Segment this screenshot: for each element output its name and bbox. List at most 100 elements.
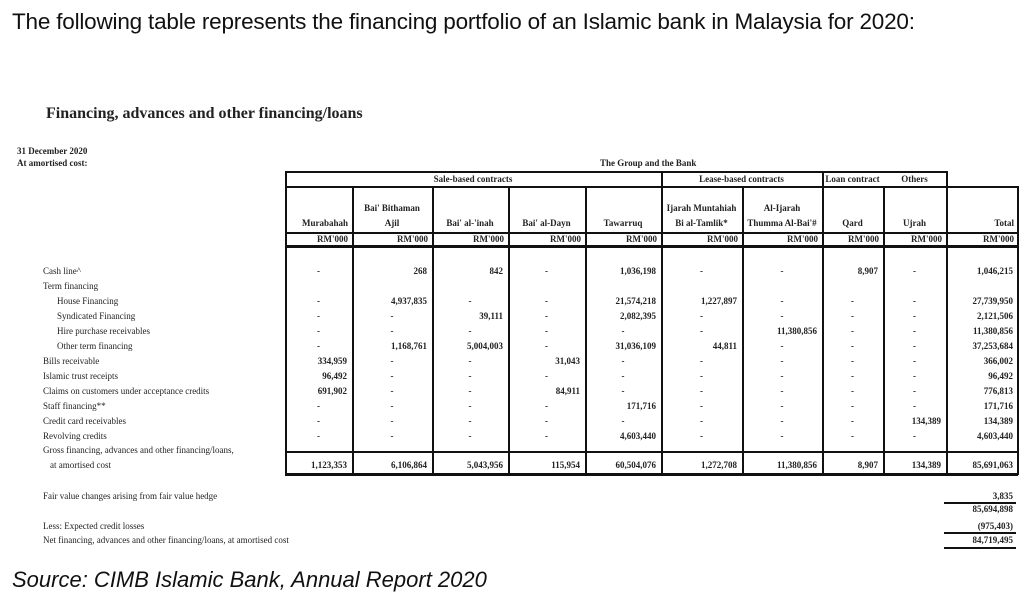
table-cell: - <box>780 431 784 441</box>
gross-total-cell: 85,691,063 <box>972 460 1014 470</box>
column-header-line1: Al-Ijarah <box>763 203 801 213</box>
column-header: Qard <box>842 218 863 228</box>
table-cell: - <box>545 401 548 411</box>
table-cell: - <box>317 326 320 336</box>
gross-total-cell: 1,123,353 <box>311 460 347 470</box>
gross-total-cell: 1,272,708 <box>701 460 737 470</box>
column-header: Thumma Al-Bai'# <box>747 218 817 228</box>
table-cell: - <box>317 341 320 351</box>
table-cell: - <box>621 386 625 396</box>
table-cell: - <box>317 431 320 441</box>
row-label: House Financing <box>57 296 119 306</box>
table-cell: - <box>545 311 548 321</box>
row-label: Revolving credits <box>43 431 107 441</box>
table-cell: - <box>913 431 916 441</box>
table-cell: - <box>851 371 854 381</box>
table-cell: - <box>317 311 320 321</box>
table-cell: 31,036,109 <box>615 341 657 351</box>
summary-value: 85,694,898 <box>972 504 1014 514</box>
intro-text: The following table represents the finan… <box>12 9 915 34</box>
table-cell: - <box>913 371 916 381</box>
column-header-line1: Bai' Bithaman <box>364 203 420 213</box>
table-cell: - <box>390 311 394 321</box>
table-cell: - <box>780 296 784 306</box>
column-unit: RM'000 <box>983 234 1014 244</box>
column-header: Ajil <box>384 218 400 228</box>
table-cell: - <box>468 386 472 396</box>
table-cell: - <box>700 266 703 276</box>
table-cell: - <box>913 341 916 351</box>
gross-total-cell: 115,954 <box>551 460 580 470</box>
table-cell: - <box>317 266 320 276</box>
table-cell: - <box>700 326 703 336</box>
table-cell: - <box>621 371 625 381</box>
table-cell: 2,121,506 <box>977 311 1013 321</box>
table-cell: - <box>851 431 854 441</box>
table-cell: - <box>700 401 703 411</box>
table-cell: - <box>913 326 916 336</box>
table-cell: - <box>700 371 703 381</box>
table-cell: - <box>390 356 394 366</box>
row-label: Bills receivable <box>43 356 100 366</box>
column-unit: RM'000 <box>787 234 818 244</box>
row-label: Cash line^ <box>43 266 81 276</box>
table-cell: - <box>468 326 472 336</box>
gross-total-cell: 6,106,864 <box>391 460 427 470</box>
basis-label: At amortised cost: <box>17 158 88 168</box>
table-cell: - <box>317 416 320 426</box>
table-cell: - <box>545 431 548 441</box>
table-cell: - <box>390 386 394 396</box>
table-cell: 4,937,835 <box>391 296 427 306</box>
table-cell: - <box>700 386 703 396</box>
row-label: Hire purchase receivables <box>57 326 150 336</box>
gross-total-cell: 134,389 <box>911 460 941 470</box>
table-cell: 96,492 <box>322 371 347 381</box>
table-cell: - <box>545 296 548 306</box>
table-cell: 31,043 <box>555 356 580 366</box>
group-label: The Group and the Bank <box>600 158 697 168</box>
statement-date: 31 December 2020 At amortised cost: <box>17 145 87 169</box>
table-cell: 5,004,003 <box>467 341 503 351</box>
table-cell: - <box>390 416 394 426</box>
column-group-header: Sale-based contracts <box>433 174 513 184</box>
gross-total-cell: 11,380,856 <box>776 460 817 470</box>
table-cell: 1,036,198 <box>620 266 656 276</box>
table-cell: - <box>780 401 784 411</box>
table-cell: - <box>545 416 548 426</box>
gross-row-label-cont: at amortised cost <box>50 460 111 470</box>
column-group-header: Lease-based contracts <box>699 174 784 184</box>
table-cell: - <box>621 356 625 366</box>
table-cell: 1,227,897 <box>701 296 737 306</box>
table-cell: - <box>851 356 854 366</box>
summary-label: Less: Expected credit losses <box>43 521 145 531</box>
table-cell: 171,716 <box>983 401 1013 411</box>
column-unit: RM'000 <box>848 234 879 244</box>
table-cell: 134,389 <box>983 416 1013 426</box>
table-cell: - <box>545 371 548 381</box>
table-cell: 334,959 <box>317 356 347 366</box>
table-cell: - <box>780 311 784 321</box>
column-header: Tawarruq <box>603 218 643 228</box>
table-cell: - <box>468 296 472 306</box>
row-label: Staff financing** <box>43 401 106 411</box>
column-header: Bai' al-'inah <box>446 218 494 228</box>
table-cell: - <box>545 341 548 351</box>
column-header: Bai' al-Dayn <box>522 218 571 228</box>
summary-value: 84,719,495 <box>972 535 1014 545</box>
table-cell: - <box>780 341 784 351</box>
column-unit: RM'000 <box>473 234 504 244</box>
table-cell: - <box>317 296 320 306</box>
table-cell: 171,716 <box>626 401 656 411</box>
summary-value: 3,835 <box>992 491 1013 501</box>
table-cell: 39,111 <box>479 311 503 321</box>
table-cell: - <box>913 266 916 276</box>
column-header: Bi al-Tamlik* <box>675 218 728 228</box>
table-cell: - <box>851 416 854 426</box>
table-cell: - <box>390 401 394 411</box>
column-header-line1: Ijarah Muntahiah <box>666 203 737 213</box>
table-cell: - <box>851 311 854 321</box>
summary-label: Fair value changes arising from fair val… <box>43 491 218 501</box>
table-cell: - <box>780 386 784 396</box>
table-cell: - <box>913 356 916 366</box>
table-cell: 366,002 <box>983 356 1013 366</box>
